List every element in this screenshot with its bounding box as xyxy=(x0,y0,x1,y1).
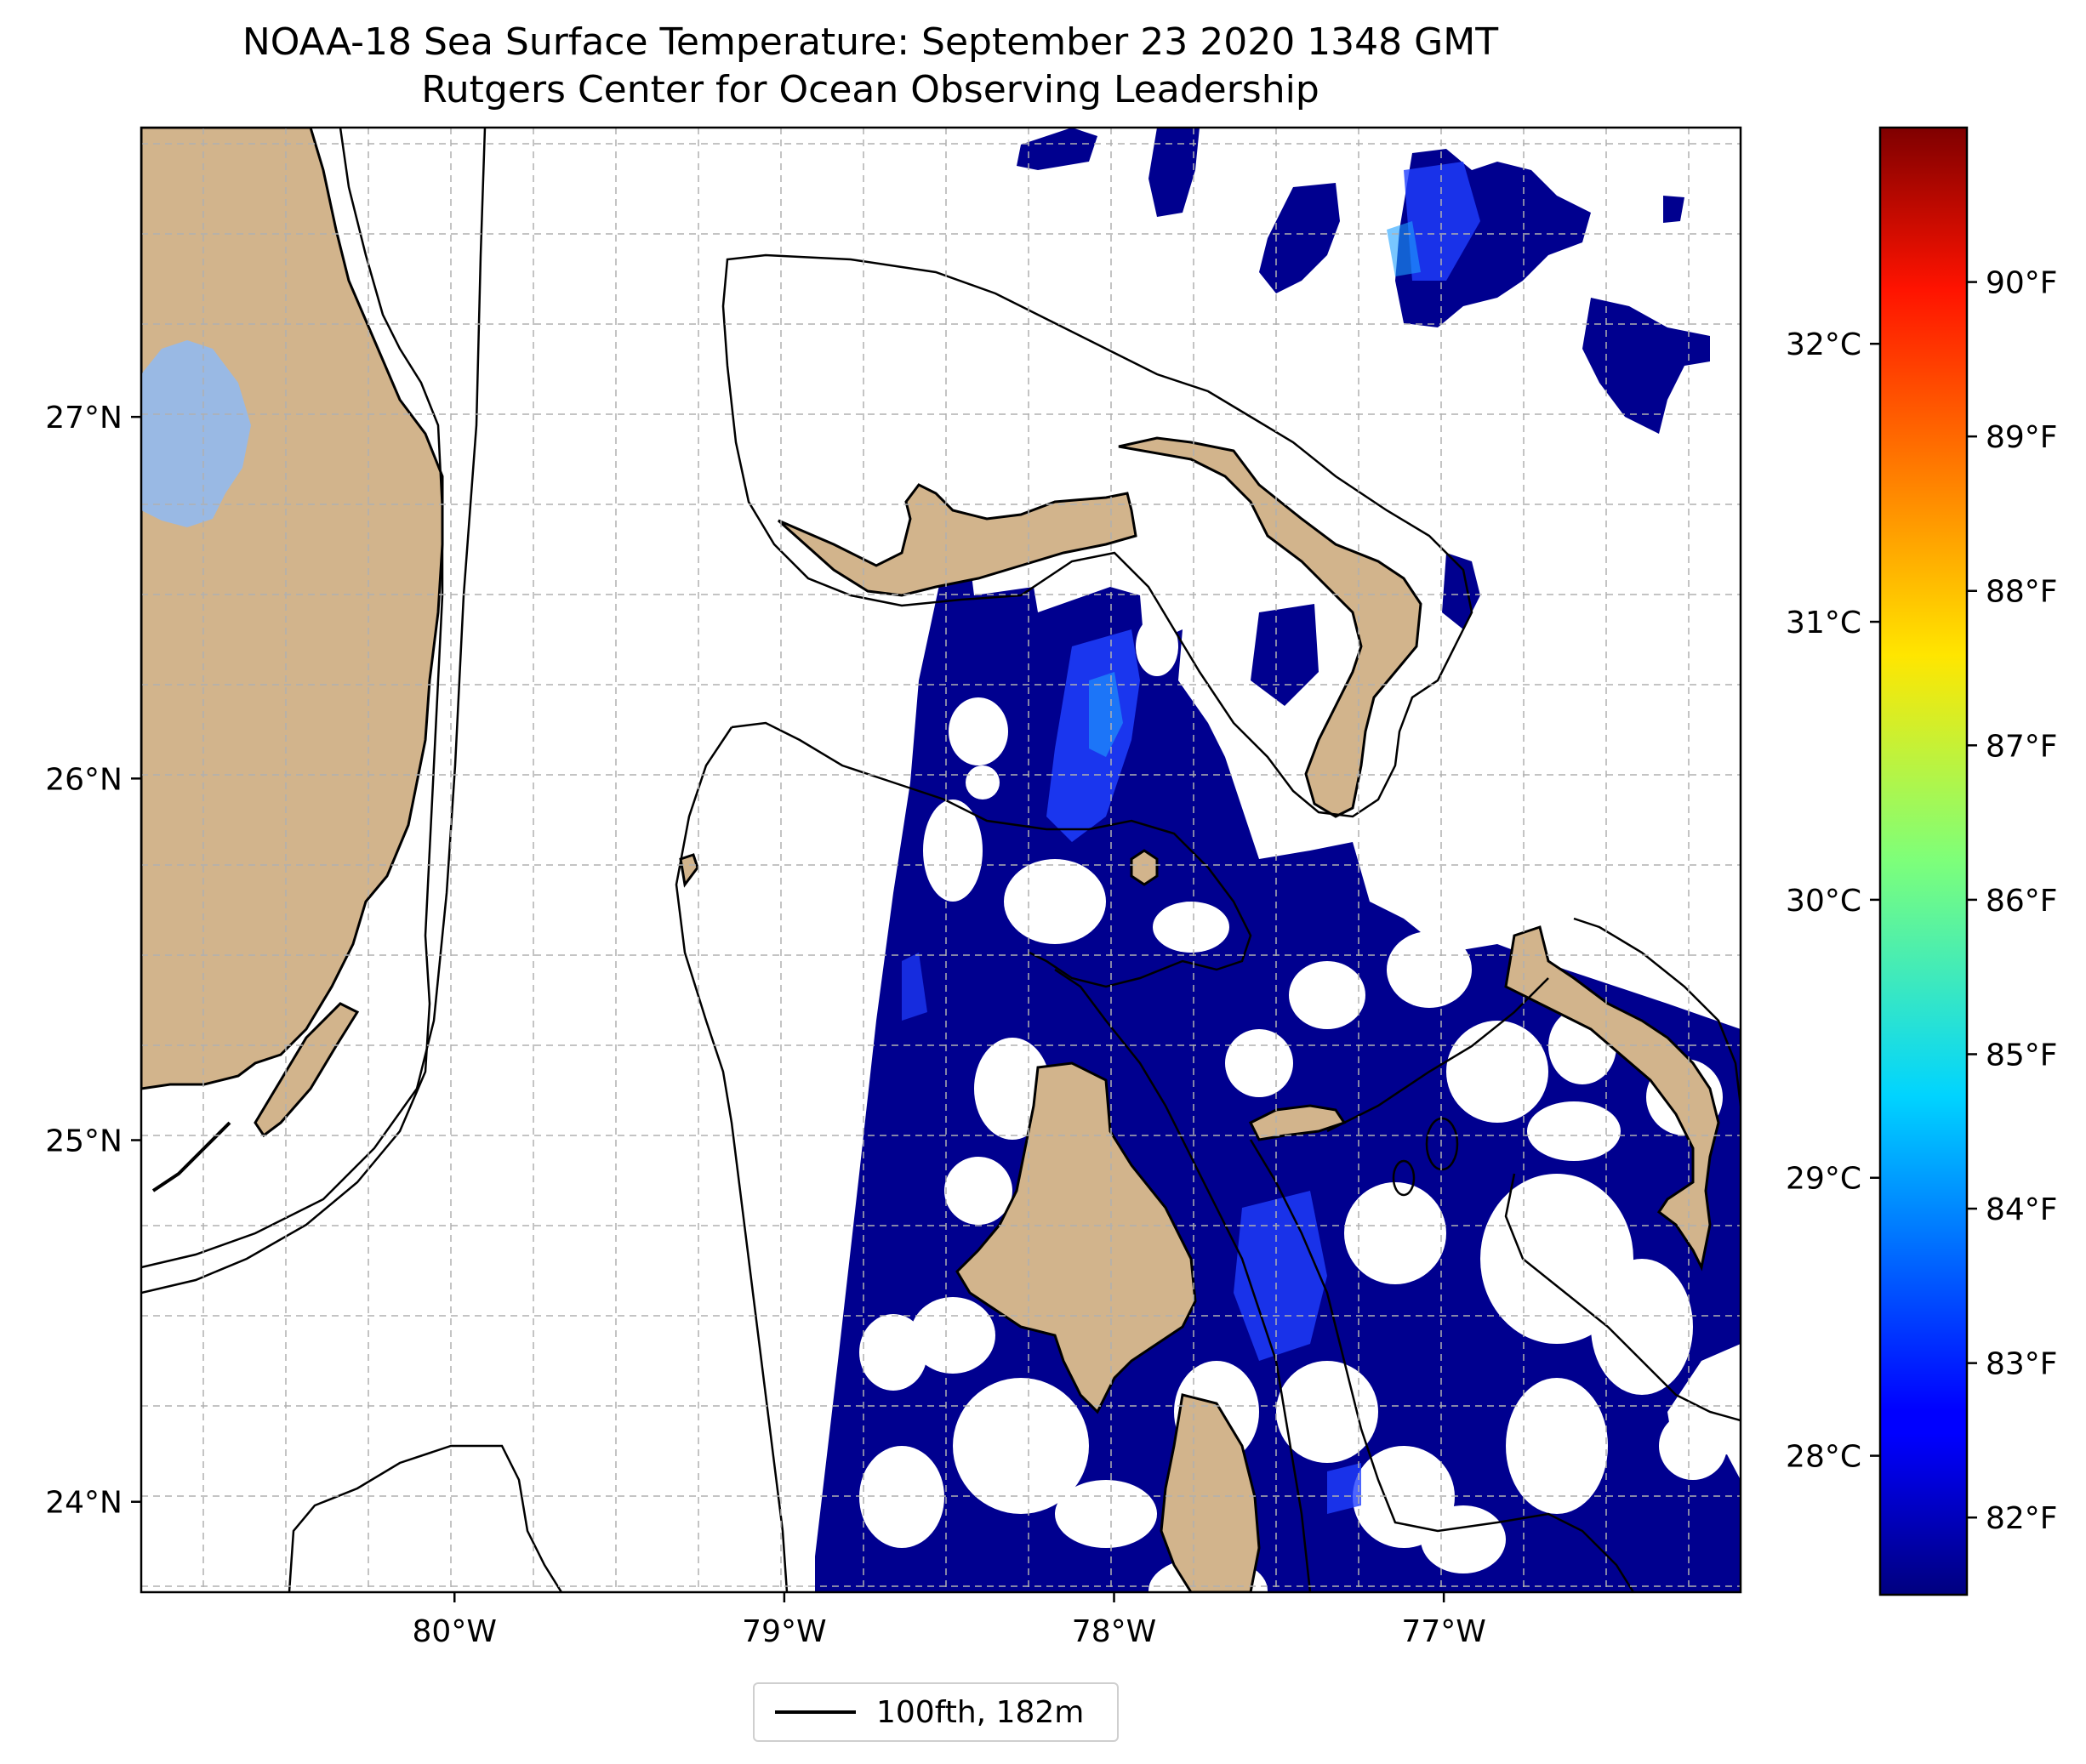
chart-subtitle: Rutgers Center for Ocean Observing Leade… xyxy=(421,68,1319,111)
longitude-axis: 80°W 79°W 78°W 77°W xyxy=(413,1592,1486,1649)
colorbar-f-label: 89°F xyxy=(1986,420,2058,455)
lat-tick-label: 24°N xyxy=(45,1486,123,1521)
sst-patch-north3 xyxy=(1582,298,1710,434)
colorbar-fahrenheit-axis: 82°F 83°F 84°F 85°F 86°F 87°F 88°F 89°F 90°F xyxy=(1967,266,2058,1536)
gridlines xyxy=(141,128,1741,1592)
colorbar-f-label: 85°F xyxy=(1986,1038,2058,1073)
map-layers xyxy=(141,128,1741,1592)
lon-tick-label: 80°W xyxy=(413,1614,497,1649)
legend-line-swatch xyxy=(775,1710,856,1714)
sst-patch-north4 xyxy=(1148,128,1200,217)
andros-south-land xyxy=(1160,1393,1261,1592)
colorbar-c-label: 28°C xyxy=(1786,1440,1861,1475)
lon-tick-label: 78°W xyxy=(1072,1614,1156,1649)
colorbar-c-label: 32°C xyxy=(1786,327,1861,362)
colorbar-c-label: 31°C xyxy=(1786,606,1861,640)
colorbar-f-label: 87°F xyxy=(1986,729,2058,764)
chart-title: NOAA-18 Sea Surface Temperature: Septemb… xyxy=(242,20,1499,64)
grand-bahama-land xyxy=(778,483,1137,597)
lake-okeechobee xyxy=(141,340,251,527)
colorbar-f-label: 86°F xyxy=(1986,884,2058,919)
eleuthera-land xyxy=(1504,925,1720,1272)
sst-patch-ne1 xyxy=(1663,196,1684,223)
florida-keys xyxy=(254,1002,360,1138)
colorbar xyxy=(1878,126,1969,1596)
lat-tick-label: 25°N xyxy=(45,1124,123,1159)
sst-patch-mid xyxy=(1251,604,1319,706)
colorbar-c-label: 29°C xyxy=(1786,1162,1861,1197)
sst-warm-patches xyxy=(902,162,1480,1514)
lat-tick-label: 27°N xyxy=(45,401,123,435)
colorbar-f-label: 83°F xyxy=(1986,1347,2058,1382)
bathymetry-contours xyxy=(141,128,1741,1592)
map-frame xyxy=(140,126,1742,1594)
lon-tick-label: 77°W xyxy=(1401,1614,1485,1649)
colorbar-f-label: 88°F xyxy=(1986,575,2058,610)
colorbar-c-label: 30°C xyxy=(1786,884,1861,919)
legend-label: 100fth, 182m xyxy=(876,1694,1085,1730)
legend: 100fth, 182m xyxy=(753,1682,1119,1742)
colorbar-f-label: 84°F xyxy=(1986,1192,2058,1227)
andros-land xyxy=(955,1061,1197,1414)
lon-tick-label: 79°W xyxy=(742,1614,826,1649)
no-data-holes xyxy=(859,617,1727,1592)
abaco-land xyxy=(1118,436,1422,818)
lat-tick-label: 26°N xyxy=(45,762,123,797)
colorbar-f-label: 82°F xyxy=(1986,1501,2058,1536)
colorbar-f-label: 90°F xyxy=(1986,266,2058,301)
colorbar-celsius-axis: 28°C 29°C 30°C 31°C 32°C xyxy=(1786,327,1880,1475)
latitude-axis: 24°N 25°N 26°N 27°N xyxy=(45,401,141,1521)
sst-patch-north5 xyxy=(1017,128,1097,170)
sst-patch-north2 xyxy=(1259,183,1340,293)
